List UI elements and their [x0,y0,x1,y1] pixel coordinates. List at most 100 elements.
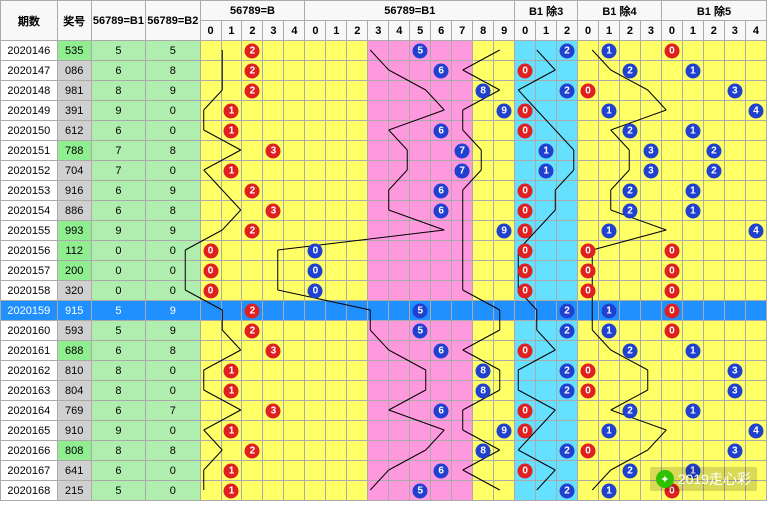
trend-cell: 2 [242,181,263,201]
trend-cell [661,81,682,101]
trend-cell [578,41,599,61]
cell-prize: 215 [57,481,91,501]
ball: 2 [245,43,260,58]
trend-cell [284,321,305,341]
trend-cell [661,161,682,181]
trend-cell [410,121,431,141]
trend-cell [263,301,284,321]
trend-cell [326,221,347,241]
trend-cell [724,181,745,201]
col-b1v: 56789=B1 [91,1,145,41]
subheader: 0 [305,21,326,41]
data-row: 20201470866826021 [1,61,767,81]
trend-cell [452,121,473,141]
trend-cell [389,401,410,421]
ball: 6 [434,203,449,218]
trend-cell [368,341,389,361]
trend-cell [452,321,473,341]
trend-cell: 1 [682,341,703,361]
trend-cell: 1 [682,121,703,141]
trend-cell [263,361,284,381]
ball: 0 [518,123,533,138]
trend-cell: 0 [515,401,536,421]
trend-cell [410,401,431,421]
trend-cell [200,441,221,461]
trend-cell [221,201,242,221]
trend-cell [619,281,640,301]
subheader: 2 [619,21,640,41]
trend-cell: 2 [619,61,640,81]
trend-cell [536,341,557,361]
trend-cell [410,341,431,361]
trend-cell [368,321,389,341]
trend-cell [724,321,745,341]
data-row: 20201668088828203 [1,441,767,461]
trend-cell [724,201,745,221]
trend-cell [599,261,620,281]
ball: 3 [643,143,658,158]
trend-cell [661,61,682,81]
ball: 1 [685,203,700,218]
ball: 2 [560,363,575,378]
trend-cell [703,441,724,461]
trend-cell [347,361,368,381]
trend-cell [599,161,620,181]
trend-cell [515,161,536,181]
trend-cell [515,381,536,401]
trend-cell [745,41,766,61]
trend-cell [682,221,703,241]
ball: 0 [308,263,323,278]
trend-cell [473,421,494,441]
cell-prize: 769 [57,401,91,421]
trend-cell [724,401,745,421]
ball: 2 [622,183,637,198]
trend-cell [724,341,745,361]
ball: 1 [602,423,617,438]
trend-cell [221,261,242,281]
trend-cell [703,281,724,301]
trend-cell [284,221,305,241]
subheader: 1 [326,21,347,41]
cell-period: 2020149 [1,101,58,121]
ball: 0 [664,243,679,258]
trend-cell [745,381,766,401]
cell-b2: 8 [146,341,200,361]
trend-cell [389,361,410,381]
ball: 6 [434,63,449,78]
ball: 1 [539,143,554,158]
trend-cell [200,361,221,381]
trend-cell [640,301,661,321]
cell-period: 2020155 [1,221,58,241]
trend-cell [452,421,473,441]
ball: 2 [560,323,575,338]
trend-cell: 2 [619,201,640,221]
ball: 2 [245,63,260,78]
trend-cell [661,341,682,361]
trend-cell [557,421,578,441]
cell-b2: 8 [146,141,200,161]
trend-cell [661,121,682,141]
trend-cell [389,261,410,281]
subheader: 4 [284,21,305,41]
trend-cell [389,481,410,501]
cell-b1: 0 [91,241,145,261]
trend-cell [200,381,221,401]
trend-cell [703,181,724,201]
trend-cell [389,241,410,261]
trend-cell [703,41,724,61]
trend-cell [326,261,347,281]
cell-prize: 993 [57,221,91,241]
trend-cell [661,221,682,241]
cell-b1: 5 [91,301,145,321]
trend-cell [242,201,263,221]
trend-cell: 6 [431,121,452,141]
trend-cell [473,61,494,81]
trend-cell [682,241,703,261]
ball: 2 [245,183,260,198]
data-row: 20201527047017132 [1,161,767,181]
trend-cell [431,281,452,301]
trend-cell [326,461,347,481]
trend-cell [494,201,515,221]
trend-cell [242,101,263,121]
trend-cell [494,381,515,401]
